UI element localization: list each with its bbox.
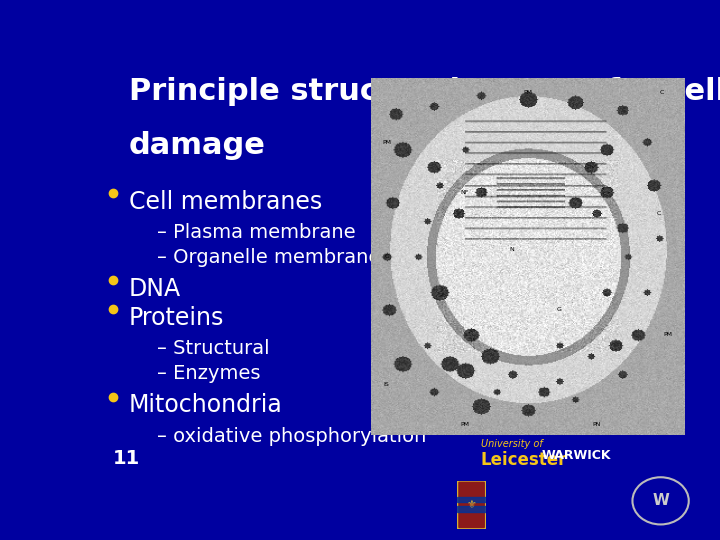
Text: ⚜: ⚜: [467, 500, 477, 510]
Text: PM: PM: [664, 333, 672, 338]
Text: NF: NF: [461, 190, 469, 195]
Bar: [457, 507, 486, 512]
Text: University of: University of: [481, 440, 542, 449]
Text: N: N: [509, 247, 514, 252]
Text: – Plasma membrane: – Plasma membrane: [157, 223, 356, 242]
Text: Leicester: Leicester: [481, 451, 567, 469]
Text: W: W: [652, 494, 669, 508]
Text: PM: PM: [523, 90, 532, 95]
Text: Proteins: Proteins: [129, 306, 225, 330]
Text: WARWICK: WARWICK: [542, 449, 611, 462]
Text: C: C: [384, 254, 389, 259]
Text: 11: 11: [112, 449, 140, 468]
Text: G: G: [557, 307, 561, 313]
Text: damage: damage: [129, 131, 266, 160]
Text: Principle structural targets for cell: Principle structural targets for cell: [129, 77, 720, 106]
Text: IS: IS: [384, 382, 390, 387]
Text: C: C: [657, 211, 661, 216]
Text: – oxidative phosphorylation: – oxidative phosphorylation: [157, 427, 426, 446]
Bar: [457, 497, 486, 502]
Text: Cell membranes: Cell membranes: [129, 190, 323, 213]
Text: PM: PM: [460, 422, 469, 427]
Text: – Structural: – Structural: [157, 339, 269, 358]
FancyBboxPatch shape: [457, 481, 486, 529]
Text: C: C: [660, 90, 665, 95]
Text: – Organelle membranes: – Organelle membranes: [157, 248, 390, 267]
Text: Mitochondria: Mitochondria: [129, 393, 283, 417]
Text: DNA: DNA: [129, 277, 181, 301]
Text: PN: PN: [592, 422, 600, 427]
Text: PM: PM: [382, 140, 391, 145]
Text: – Enzymes: – Enzymes: [157, 364, 261, 383]
